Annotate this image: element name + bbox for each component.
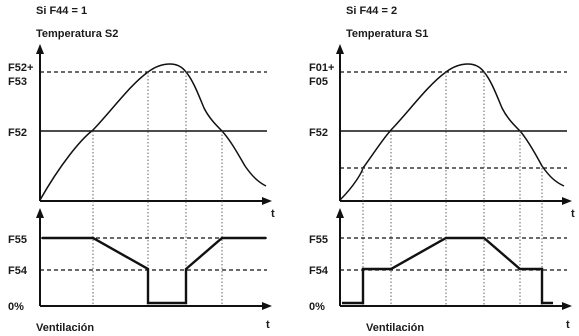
top-chart-title: Temperatura S2 bbox=[36, 28, 118, 40]
top-y-axis-arrow bbox=[36, 44, 44, 54]
level-label-high-line1: F01+ bbox=[309, 62, 334, 74]
bottom-time-label: t bbox=[266, 319, 270, 331]
temperature-curve bbox=[339, 63, 565, 201]
panel-left: Si F44 = 1 Temperatura S2 F52+ F53 F52 t… bbox=[8, 5, 275, 334]
bottom-x-axis-arrow bbox=[262, 302, 272, 310]
level-label-f55: F55 bbox=[309, 234, 328, 246]
ventilation-profile bbox=[42, 236, 266, 305]
bottom-y-axis-arrow bbox=[36, 208, 44, 218]
level-label-f54: F54 bbox=[8, 265, 28, 277]
level-label-high-line1: F52+ bbox=[8, 62, 33, 74]
bottom-time-label: t bbox=[566, 319, 570, 331]
condition-label: Si F44 = 1 bbox=[36, 5, 87, 17]
top-y-axis-arrow bbox=[336, 44, 344, 54]
level-label-zero: 0% bbox=[8, 301, 24, 313]
level-label-f55: F55 bbox=[8, 234, 27, 246]
bottom-y-axis-arrow bbox=[336, 208, 344, 218]
level-label-high-line2: F53 bbox=[8, 76, 27, 88]
temperature-curve bbox=[39, 63, 267, 201]
panel-right: Si F44 = 2 Temperatura S1 F01+ F05 F52 t… bbox=[309, 5, 575, 334]
top-x-axis-arrow bbox=[562, 197, 572, 205]
level-label-f52: F52 bbox=[309, 127, 328, 139]
level-label-f54: F54 bbox=[309, 265, 329, 277]
condition-label: Si F44 = 2 bbox=[346, 5, 397, 17]
time-label: t bbox=[571, 208, 575, 220]
ventilation-profile bbox=[342, 236, 553, 305]
top-x-axis-arrow bbox=[262, 197, 272, 205]
bottom-x-axis-arrow bbox=[562, 302, 572, 310]
level-label-high-line2: F05 bbox=[309, 76, 328, 88]
bottom-chart-title: Ventilación bbox=[366, 322, 424, 334]
bottom-chart-title: Ventilación bbox=[36, 322, 94, 334]
level-label-f52: F52 bbox=[8, 127, 27, 139]
top-chart-title: Temperatura S1 bbox=[346, 28, 428, 40]
level-label-zero: 0% bbox=[309, 301, 325, 313]
time-label: t bbox=[271, 208, 275, 220]
